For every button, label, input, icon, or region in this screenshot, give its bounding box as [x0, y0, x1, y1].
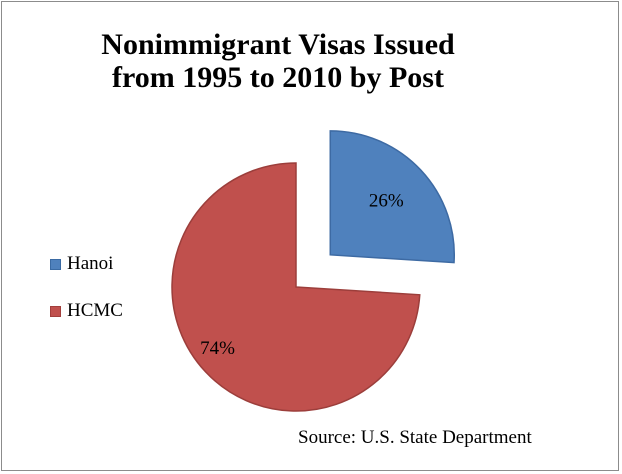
legend-label-hcmc: HCMC	[67, 300, 123, 321]
chart-title: Nonimmigrant Visas Issued from 1995 to 2…	[0, 28, 556, 94]
chart-title-line-2: from 1995 to 2010 by Post	[112, 61, 444, 94]
legend-item-hanoi: Hanoi	[50, 252, 123, 276]
legend-swatch-hanoi	[50, 258, 61, 270]
legend-item-hcmc: HCMC	[50, 299, 123, 323]
data-label-hanoi: 26%	[369, 191, 404, 212]
legend: Hanoi HCMC	[50, 252, 123, 346]
data-label-hcmc: 74%	[200, 338, 235, 359]
legend-swatch-hcmc	[50, 305, 61, 317]
chart-title-line-1: Nonimmigrant Visas Issued	[101, 28, 455, 61]
legend-label-hanoi: Hanoi	[67, 253, 114, 274]
pie-slice-hcmc	[171, 162, 421, 412]
source-note: Source: U.S. State Department	[298, 427, 532, 448]
pie-slice-hanoi	[329, 130, 456, 264]
